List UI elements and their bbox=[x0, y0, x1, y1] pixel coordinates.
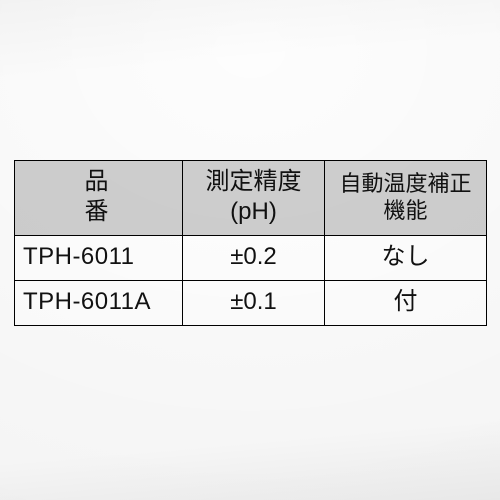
cell-part: TPH-6011 bbox=[15, 236, 183, 281]
col-header-accuracy: 測定精度(pH) bbox=[183, 161, 325, 236]
cell-tempcomp: なし bbox=[325, 236, 487, 281]
page: 品 番 測定精度(pH) 自動温度補正機能 TPH-6011 ±0.2 なし T… bbox=[0, 0, 500, 500]
spec-table-wrap: 品 番 測定精度(pH) 自動温度補正機能 TPH-6011 ±0.2 なし T… bbox=[14, 160, 486, 326]
table-header-row: 品 番 測定精度(pH) 自動温度補正機能 bbox=[15, 161, 487, 236]
col-header-part: 品 番 bbox=[15, 161, 183, 236]
table-row: TPH-6011 ±0.2 なし bbox=[15, 236, 487, 281]
cell-accuracy: ±0.2 bbox=[183, 236, 325, 281]
spec-table: 品 番 測定精度(pH) 自動温度補正機能 TPH-6011 ±0.2 なし T… bbox=[14, 160, 487, 326]
cell-tempcomp: 付 bbox=[325, 281, 487, 326]
cell-accuracy: ±0.1 bbox=[183, 281, 325, 326]
col-header-tempcomp: 自動温度補正機能 bbox=[325, 161, 487, 236]
cell-part: TPH-6011A bbox=[15, 281, 183, 326]
table-row: TPH-6011A ±0.1 付 bbox=[15, 281, 487, 326]
